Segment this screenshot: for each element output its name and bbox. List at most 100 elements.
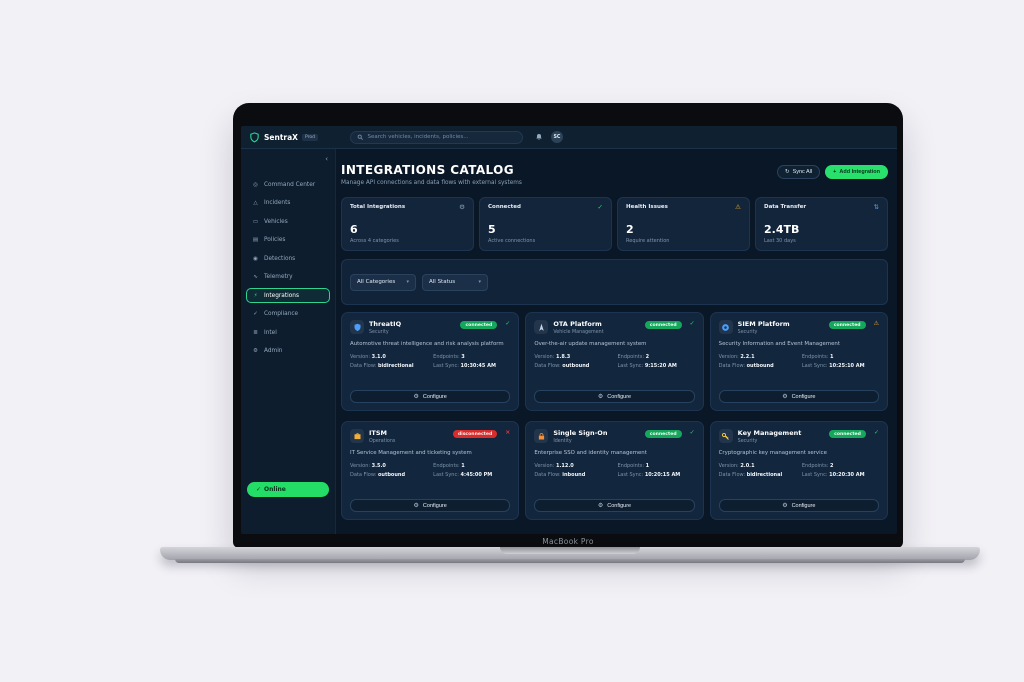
search-bar[interactable] [349,130,523,144]
integration-description: Cryptographic key management service [718,449,827,456]
page-title: INTEGRATIONS CATALOG [341,163,515,177]
sidebar-item-label: Integrations [264,292,299,299]
admin-icon: ⚙ [253,348,258,354]
sidebar-item-vehicles[interactable]: ▭ Vehicles [246,214,330,229]
brand: SentraX Prod [249,131,318,143]
briefcase-icon [350,429,364,443]
sidebar-item-label: Vehicles [264,218,288,225]
sidebar-item-detections[interactable]: ◉ Detections [246,251,330,266]
configure-button[interactable]: ⚙ Configure [718,499,879,512]
transfer-icon: ⇅ [873,203,879,211]
configure-button[interactable]: ⚙ Configure [718,390,879,403]
data-flow-label: Data Flow: [718,471,746,478]
status-filter-dropdown[interactable]: All Status ▾ [422,273,488,291]
gear-icon: ⚙ [413,394,419,400]
sidebar-item-telemetry[interactable]: ∿ Telemetry [246,270,330,285]
stat-label: Total Integrations [350,204,406,210]
sidebar-item-label: Admin [264,348,283,354]
integration-description: Over-the-air update management system [534,340,647,347]
integration-description: Enterprise SSO and identity management [534,449,647,456]
sidebar-item-integrations[interactable]: ⚡ Integrations [246,288,330,303]
data-flow-value: bidirectional [746,471,783,478]
policies-icon: ▤ [252,237,259,243]
endpoints-label: Endpoints: [801,353,829,360]
last-sync-label: Last Sync: [433,471,459,478]
stat-card-data-transfer: Data Transfer ⇅ 2.4TB Last 30 days [755,197,888,251]
sidebar-item-intel[interactable]: ≣ Intel [246,325,330,340]
online-label: Online [264,486,286,493]
sync-all-button[interactable]: ↻ Sync All [776,165,821,179]
sidebar-item-incidents[interactable]: △ Incidents [246,196,330,211]
sidebar-item-admin[interactable]: ⚙ Admin [246,344,330,359]
status-badge: disconnected [452,430,498,438]
laptop-screen: SentraX Prod SC [233,103,903,548]
stat-sub: Last 30 days [764,238,796,244]
status-badge: connected [828,321,866,329]
sidebar-item-compliance[interactable]: ✓ Compliance [246,307,330,322]
stat-value: 5 [488,223,496,236]
sidebar-item-command-center[interactable]: ◎ Command Center [246,177,330,192]
gear-icon: ⚙ [413,503,419,509]
last-sync-value: 10:20:15 AM [644,471,681,478]
filter-bar: All Categories ▾ All Status ▾ [341,259,888,305]
stat-sub: Across 4 categories [350,238,399,244]
last-sync-value: 4:45:00 PM [460,471,493,478]
configure-button[interactable]: ⚙ Configure [350,499,511,512]
integration-card-siem-platform: SIEM Platform Security connected ⚠ Secur… [709,312,888,411]
status-badge: connected [829,430,866,438]
last-sync-label: Last Sync: [801,471,828,478]
sidebar-item-policies[interactable]: ▤ Policies [246,233,330,248]
endpoints-value: 3 [461,353,465,360]
last-sync-value: 10:25:10 AM [829,362,865,369]
configure-button[interactable]: ⚙ Configure [534,499,695,512]
endpoints-value: 1 [461,462,465,469]
stat-label: Health Issues [626,204,668,210]
integration-description: IT Service Management and ticketing syst… [350,449,472,456]
online-status-badge[interactable]: ✓ Online [247,482,329,497]
warning-icon: ⚠ [735,203,741,211]
data-flow-label: Data Flow: [534,471,561,478]
integration-name: ThreatIQ [369,320,402,328]
sidebar-collapse-icon[interactable]: ‹ [325,155,328,163]
sync-icon: ↻ [784,169,790,175]
plus-icon: + [833,169,837,175]
version-label: Version: [350,353,371,360]
integration-category: Identity [553,438,572,444]
integration-description: Security Information and Event Managemen… [718,340,840,347]
search-input[interactable] [367,134,516,140]
last-sync-label: Last Sync: [801,362,828,369]
endpoints-label: Endpoints: [617,353,645,360]
avatar[interactable]: SC [550,131,563,143]
integration-card-ota-platform: OTA Platform Vehicle Management connecte… [525,312,704,411]
sidebar-item-label: Intel [264,329,277,336]
health-check-icon: ✓ [873,429,879,436]
sidebar-item-label: Telemetry [264,274,293,280]
add-integration-button[interactable]: + Add Integration [825,165,888,179]
app-window: SentraX Prod SC [241,126,897,534]
stat-card-connected: Connected ✓ 5 Active connections [479,197,612,251]
sidebar: ‹ ◎ Command Center △ Incidents ▭ Vehicle… [241,149,336,534]
sidebar-item-label: Compliance [264,311,299,317]
integration-description: Automotive threat intelligence and risk … [350,340,504,347]
bell-icon[interactable] [535,133,543,141]
stat-label: Connected [488,204,521,210]
configure-button[interactable]: ⚙ Configure [534,390,695,403]
integration-card-key-management: Key Management Security connected ✓ Cryp… [709,421,888,520]
endpoints-label: Endpoints: [433,462,460,469]
last-sync-label: Last Sync: [617,362,644,369]
configure-button[interactable]: ⚙ Configure [350,390,511,403]
chevron-down-icon: ▾ [406,279,409,285]
status-badge: connected [644,430,682,438]
category-filter-dropdown[interactable]: All Categories ▾ [350,273,416,291]
version-value: 3.1.0 [371,353,386,360]
laptop-model-label: MacBook Pro [542,537,594,546]
data-flow-label: Data Flow: [350,471,377,478]
data-flow-value: outbound [377,471,406,478]
endpoints-value: 1 [829,353,834,360]
integration-name: SIEM Platform [737,320,790,328]
last-sync-value: 10:20:30 AM [829,471,865,478]
last-sync-label: Last Sync: [433,362,459,369]
last-sync-label: Last Sync: [617,471,644,478]
data-flow-value: bidirectional [377,362,414,369]
analytics-icon [718,320,733,334]
